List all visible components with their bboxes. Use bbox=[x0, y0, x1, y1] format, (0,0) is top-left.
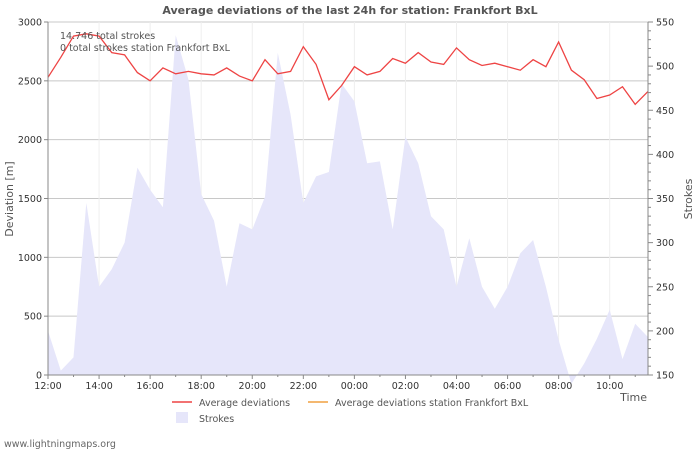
avg-point bbox=[443, 63, 445, 65]
y-axis-label-right: Strokes bbox=[682, 178, 695, 219]
y-right-tick-label: 150 bbox=[656, 371, 674, 382]
avg-point bbox=[200, 73, 202, 75]
avg-point bbox=[123, 54, 125, 56]
x-tick-label: 20:00 bbox=[239, 381, 266, 392]
avg-point bbox=[379, 70, 381, 72]
avg-point bbox=[609, 94, 611, 96]
y-right-tick-label: 550 bbox=[656, 18, 674, 29]
avg-point bbox=[392, 57, 394, 59]
y-left-tick-label: 500 bbox=[24, 312, 42, 323]
chart-title: Average deviations of the last 24h for s… bbox=[162, 4, 537, 17]
x-axis-label: Time bbox=[619, 391, 647, 404]
avg-point bbox=[468, 59, 470, 61]
y-right-tick-label: 350 bbox=[656, 194, 674, 205]
x-tick-label: 18:00 bbox=[187, 381, 214, 392]
y-right-tick-label: 300 bbox=[656, 238, 674, 249]
avg-point bbox=[226, 67, 228, 69]
avg-point bbox=[302, 46, 304, 48]
avg-point bbox=[417, 51, 419, 53]
avg-point bbox=[85, 33, 87, 35]
avg-point bbox=[430, 61, 432, 63]
avg-point bbox=[187, 70, 189, 72]
y-right-tick-label: 400 bbox=[656, 150, 674, 161]
y-left-tick-label: 2500 bbox=[18, 76, 42, 87]
avg-point bbox=[238, 75, 240, 77]
avg-point bbox=[634, 103, 636, 105]
y-right-tick-label: 450 bbox=[656, 106, 674, 117]
avg-point bbox=[340, 84, 342, 86]
x-tick-label: 16:00 bbox=[136, 381, 163, 392]
avg-point bbox=[506, 66, 508, 68]
avg-point bbox=[621, 86, 623, 88]
avg-point bbox=[72, 35, 74, 37]
total-strokes-annotation: 14.746 total strokes bbox=[60, 31, 155, 42]
x-tick-label: 14:00 bbox=[85, 381, 112, 392]
legend: Average deviations Average deviations st… bbox=[172, 398, 529, 425]
avg-point bbox=[315, 63, 317, 65]
x-tick-label: 10:00 bbox=[596, 381, 623, 392]
avg-point bbox=[404, 62, 406, 64]
x-tick-label: 12:00 bbox=[34, 381, 61, 392]
avg-point bbox=[557, 41, 559, 43]
x-tick-label: 22:00 bbox=[290, 381, 317, 392]
axis-layer: 0 500 1000 1500 2000 2500 3000 150 200 250 300 350 4… bbox=[18, 18, 674, 393]
y-left-tick-label: 3000 bbox=[18, 18, 42, 29]
avg-point bbox=[570, 69, 572, 71]
avg-point bbox=[455, 47, 457, 49]
x-tick-label: 02:00 bbox=[392, 381, 419, 392]
y-left-tick-label: 0 bbox=[36, 371, 42, 382]
avg-point bbox=[494, 62, 496, 64]
avg-point bbox=[60, 56, 62, 58]
x-tick-label: 04:00 bbox=[443, 381, 470, 392]
avg-point bbox=[264, 59, 266, 61]
y-axis-label-left: Deviation [m] bbox=[3, 161, 16, 236]
legend-strokes-swatch bbox=[176, 412, 188, 423]
avg-point bbox=[149, 80, 151, 82]
avg-point bbox=[545, 66, 547, 68]
footer-credit: www.lightningmaps.org bbox=[4, 439, 116, 450]
legend-strokes-label: Strokes bbox=[199, 414, 234, 425]
station-strokes-annotation: 0 total strokes station Frankfort BxL bbox=[60, 43, 231, 54]
avg-point bbox=[532, 59, 534, 61]
legend-avg-label: Average deviations bbox=[199, 398, 290, 409]
avg-point bbox=[47, 76, 49, 78]
avg-point bbox=[289, 70, 291, 72]
avg-point bbox=[328, 99, 330, 101]
y-left-tick-label: 2000 bbox=[18, 135, 42, 146]
avg-point bbox=[481, 64, 483, 66]
y-right-tick-label: 200 bbox=[656, 326, 674, 337]
avg-point bbox=[583, 79, 585, 81]
y-right-tick-label: 500 bbox=[656, 62, 674, 73]
avg-point bbox=[251, 80, 253, 82]
avg-point bbox=[136, 71, 138, 73]
y-right-tick-label: 250 bbox=[656, 282, 674, 293]
y-left-tick-label: 1000 bbox=[18, 253, 42, 264]
avg-point bbox=[277, 73, 279, 75]
avg-point bbox=[519, 69, 521, 71]
x-tick-label: 08:00 bbox=[545, 381, 572, 392]
avg-point bbox=[162, 67, 164, 69]
avg-point bbox=[98, 35, 100, 37]
avg-point bbox=[213, 74, 215, 76]
avg-point bbox=[175, 73, 177, 75]
x-tick-label: 00:00 bbox=[341, 381, 368, 392]
legend-avg-station-label: Average deviations station Frankfort BxL bbox=[335, 398, 529, 409]
y-left-tick-label: 1500 bbox=[18, 194, 42, 205]
avg-point bbox=[647, 90, 649, 92]
avg-point bbox=[353, 66, 355, 68]
strokes-area bbox=[48, 35, 648, 384]
avg-point bbox=[366, 74, 368, 76]
average-deviation-line bbox=[47, 33, 649, 106]
x-tick-label: 06:00 bbox=[494, 381, 521, 392]
avg-point bbox=[596, 97, 598, 99]
avg-point bbox=[111, 51, 113, 53]
